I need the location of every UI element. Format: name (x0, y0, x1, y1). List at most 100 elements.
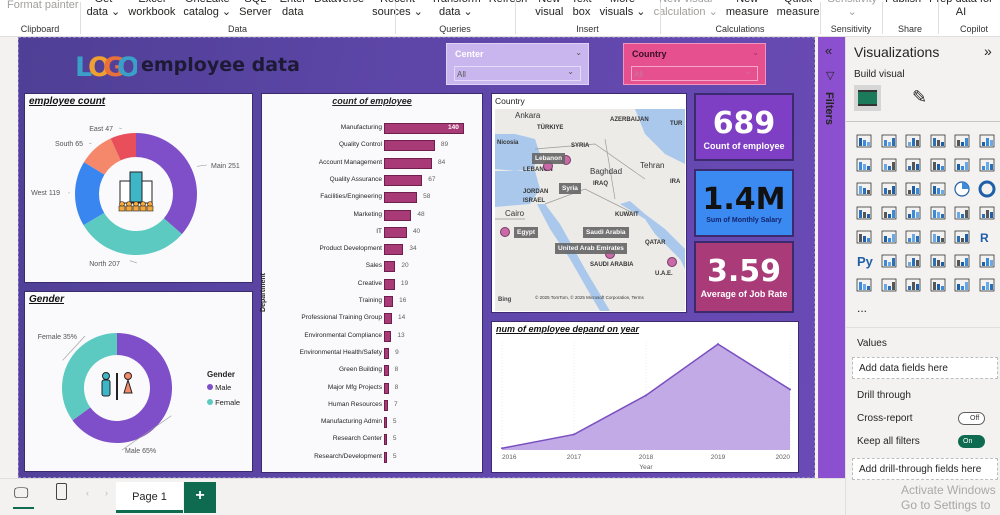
goals-icon[interactable] (978, 252, 996, 270)
100-bar-icon[interactable] (953, 132, 971, 150)
bar-row[interactable]: Creative 19 (262, 278, 482, 290)
clustered-bar-icon[interactable] (904, 132, 922, 150)
more-visuals-button[interactable]: ... (857, 301, 868, 315)
bar[interactable] (384, 261, 396, 273)
bar-row[interactable]: Human Resources 7 (262, 399, 482, 411)
filters-pane-collapsed[interactable]: « ▽ Filters (818, 37, 845, 478)
ribbon-button[interactable]: Recentsources ⌄ (369, 0, 426, 19)
donut-icon[interactable] (978, 180, 996, 198)
country-map[interactable]: Country Ankara TÜRKIYE AZERBAIJAN TUR Nicosi… (491, 93, 687, 313)
bar[interactable] (384, 157, 432, 169)
qa-icon[interactable] (929, 252, 947, 270)
data-point[interactable] (573, 433, 575, 436)
data-point[interactable] (501, 447, 503, 450)
data-point[interactable] (645, 394, 647, 397)
matrix-icon[interactable] (953, 228, 971, 246)
kpi-card[interactable]: 1.4M Sum of Monthly Salary (694, 169, 794, 237)
employee-count-visual[interactable]: employee count Main 251 North 207 West 119… (24, 93, 253, 283)
bar-row[interactable]: Sales 20 (262, 260, 482, 273)
bar-row[interactable]: Account Management 84 (262, 157, 482, 169)
bar[interactable] (384, 174, 423, 186)
bar[interactable] (384, 365, 389, 377)
bar[interactable] (384, 296, 394, 307)
map-icon[interactable] (880, 204, 898, 222)
clustered-column-icon[interactable] (929, 132, 947, 150)
card-icon[interactable] (978, 204, 996, 222)
slicer-icon[interactable] (904, 228, 922, 246)
slice-female[interactable] (62, 333, 117, 421)
bar-row[interactable]: Facilities/Engineering 58 (262, 191, 482, 204)
bar[interactable] (384, 417, 387, 429)
bar[interactable] (384, 209, 412, 221)
ribbon-icon[interactable] (855, 180, 873, 198)
ribbon-button[interactable]: Publish (882, 0, 924, 19)
multi-row-card-icon[interactable] (855, 228, 873, 246)
bar-row[interactable]: Professional Training Group 14 (262, 312, 482, 325)
ribbon-button[interactable]: OneLakecatalog ⌄ (180, 0, 234, 19)
keep-filters-toggle[interactable]: On (958, 435, 985, 448)
bar-row[interactable]: Environmental Compliance 13 (262, 330, 482, 342)
bar-row[interactable]: Environmental Health/Safety 9 (262, 347, 482, 359)
bar-row[interactable]: IT 40 (262, 226, 482, 238)
bar-row[interactable]: Quality Control 89 (262, 139, 482, 152)
format-visual-icon[interactable]: ✎ (912, 87, 928, 107)
stacked-bar-icon[interactable] (855, 132, 873, 150)
collapse-icon[interactable]: » (984, 43, 992, 59)
add-page-button[interactable]: + (184, 482, 216, 513)
department-bar-chart[interactable]: count of employee Department Manufacturi… (260, 93, 483, 473)
decomposition-tree-icon[interactable] (904, 252, 922, 270)
bar-row[interactable]: Research/Development 5 (262, 451, 482, 463)
kpi-card[interactable]: 689 Count of employee (694, 93, 794, 161)
employees-by-year-chart[interactable]: num of employee depand on year 2016 2017 2… (491, 321, 799, 473)
slice-male[interactable] (72, 333, 173, 443)
ribbon-button[interactable]: Enterdata (277, 0, 309, 19)
filled-map-icon[interactable] (904, 204, 922, 222)
country-dropdown[interactable]: All ⌄ (631, 66, 758, 81)
100-column-icon[interactable] (978, 132, 996, 150)
funnel-icon[interactable] (904, 180, 922, 198)
bar-row[interactable]: Manufacturing 140 (262, 122, 482, 134)
100-area-icon[interactable] (929, 156, 947, 174)
expand-icon[interactable]: « (825, 43, 833, 58)
power-apps-icon[interactable] (929, 276, 947, 294)
paginated-icon[interactable] (953, 252, 971, 270)
azure-map-icon[interactable] (929, 204, 947, 222)
bar-row[interactable]: Manufacturing Admin 5 (262, 416, 482, 429)
bar[interactable] (384, 382, 389, 394)
ribbon-button[interactable]: Refresh (486, 0, 531, 19)
smart-narrative-card-icon[interactable] (880, 276, 898, 294)
bar[interactable] (384, 330, 392, 342)
report-builder-icon[interactable] (855, 276, 873, 294)
kpi-icon[interactable] (880, 228, 898, 246)
bar[interactable] (384, 192, 418, 204)
line-clustered-column-icon[interactable] (978, 156, 996, 174)
build-visual-tab[interactable] (854, 85, 881, 111)
ribbon-button[interactable]: SQLServer (236, 0, 274, 19)
power-automate-icon[interactable] (953, 276, 971, 294)
prev-page-icon[interactable]: ‹ (86, 488, 89, 498)
map-area[interactable]: Ankara TÜRKIYE AZERBAIJAN TUR Nicosia SYRIA LE… (495, 109, 685, 311)
kpi-card[interactable]: 3.59 Average of Job Rate (694, 241, 794, 313)
waterfall-icon[interactable] (880, 180, 898, 198)
stacked-area-icon[interactable] (904, 156, 922, 174)
key-influencers-icon[interactable] (880, 252, 898, 270)
values-well[interactable]: Add data fields here (852, 357, 998, 379)
ribbon-button[interactable]: Prep data forAI (926, 0, 996, 19)
bar-row[interactable]: Research Center 5 (262, 433, 482, 446)
data-point[interactable] (717, 343, 719, 346)
bar[interactable] (384, 244, 404, 256)
bar[interactable] (384, 226, 407, 238)
bar[interactable] (384, 313, 392, 325)
treemap-icon[interactable] (855, 204, 873, 222)
slice-south[interactable] (83, 138, 121, 175)
ribbon-button[interactable]: Format painter (4, 0, 82, 19)
slice-main[interactable] (136, 133, 197, 235)
area-icon[interactable] (880, 156, 898, 174)
bar-row[interactable]: Major Mfg Projects 8 (262, 382, 482, 394)
data-point[interactable] (789, 388, 791, 391)
country-slicer[interactable]: Country ⌄ All ⌄ (623, 43, 766, 85)
scatter-icon[interactable] (929, 180, 947, 198)
mobile-view-icon[interactable] (56, 483, 67, 500)
ribbon-button[interactable]: Textbox (568, 0, 594, 19)
ribbon-button[interactable]: Getdata ⌄ (84, 0, 124, 19)
